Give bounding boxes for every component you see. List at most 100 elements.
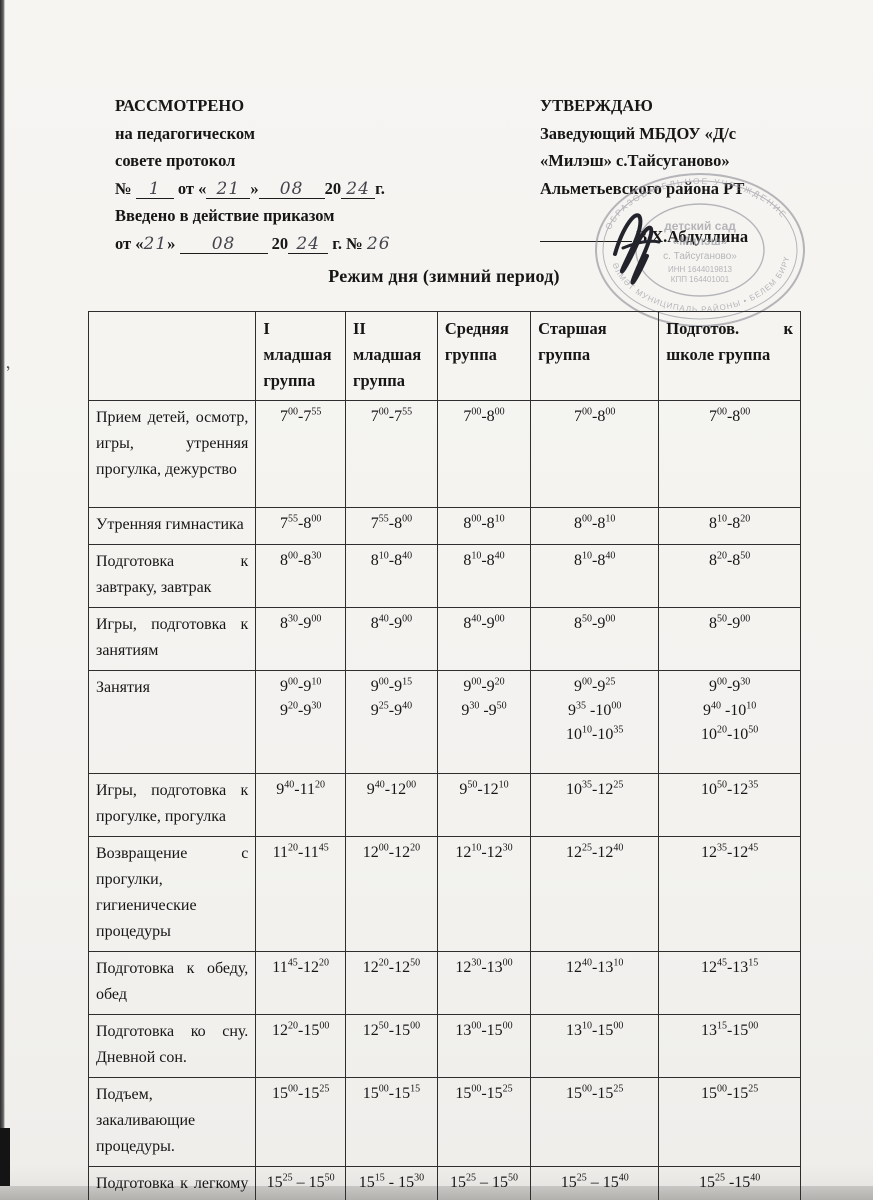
stamp-inn: ИНН 1644019813 [668, 265, 733, 274]
activity-cell: Подъем, закаливающие процедуры. [87, 1077, 257, 1167]
time-cell: 1245-1315 [658, 951, 801, 1015]
time-cell: 700-800 [658, 400, 801, 508]
signature-blank [540, 241, 632, 242]
activity-cell: Подготовка к завтраку, завтрак [87, 544, 257, 608]
approved-title: УТВЕРЖДАЮ [540, 96, 653, 115]
time-cell: 1300-1500 [436, 1014, 532, 1078]
time-cell: 940-1200 [345, 773, 438, 837]
order-line: от «21» 08 20 24 г. № 26 [115, 230, 475, 259]
order-no-label: № [346, 233, 363, 253]
time-cell: 1525 – 1540 [530, 1166, 660, 1200]
protocol-year-blank: 24 [341, 178, 376, 199]
order-from-label: от [115, 233, 132, 253]
time-cell: 755-800 [345, 507, 438, 545]
reviewed-line2: на педагогическом [115, 123, 256, 143]
signature-scribble [613, 213, 661, 285]
order-month-blank: 08 [179, 233, 268, 254]
protocol-month-value: 08 [279, 178, 304, 199]
time-cell: 800-810 [436, 507, 532, 545]
time-cell: 1525 – 1550 [255, 1166, 347, 1200]
protocol-no-value: 1 [148, 178, 161, 199]
scan-stray-mark: ’ [3, 361, 14, 383]
reviewed-line3: совете протокол [115, 151, 236, 170]
time-cell: 700-755 [255, 400, 347, 508]
table-row: Игры, подготовка к занятиям 830-900 840-90… [87, 607, 801, 671]
order-month-value: 08 [211, 233, 236, 254]
order-century: 20 [271, 233, 289, 253]
time-cell: 800-830 [255, 544, 347, 608]
activity-cell: Подготовка к легкому ужину, легкий ужин. [87, 1166, 257, 1200]
time-cell: 900-930 940 -1010 1020-1050 [658, 670, 801, 774]
activity-cell: Игры, подготовка к занятиям [87, 607, 257, 671]
time-cell: 900-920 930 -950 [436, 670, 532, 774]
time-cell: 1200-1220 [345, 836, 438, 952]
order-g-label: г. [332, 233, 343, 253]
time-cell: 700-800 [436, 400, 532, 508]
document-title: Режим дня (зимний период) [328, 266, 560, 286]
header-cell-group: Старшая группа [530, 311, 660, 401]
order-no-value: 26 [366, 233, 391, 254]
approved-line4: Альметьевского района РТ [540, 178, 745, 198]
stamp-center-line2: «Милэш» [673, 234, 728, 248]
table-row: Подъем, закаливающие процедуры. 1500-1525… [87, 1077, 801, 1167]
protocol-year-suffix: г. [375, 178, 385, 198]
time-cell: 1050-1235 [658, 773, 801, 837]
approved-line3: «Милэш» с.Тайсуганово» [540, 151, 730, 170]
table-row: Прием детей, осмотр, игры, утренняя прог… [87, 400, 801, 508]
time-cell: 810-840 [436, 544, 532, 608]
time-cell: 830-900 [255, 607, 347, 671]
time-cell: 810-840 [530, 544, 660, 608]
time-cell: 900-915 925-940 [345, 670, 438, 774]
protocol-year-value: 24 [346, 178, 370, 199]
time-cell: 1240-1310 [530, 951, 660, 1015]
time-cell: 1120-1145 [255, 836, 347, 952]
header-cell-group: I младшая группа [255, 311, 347, 401]
time-cell: 900-910 920-930 [255, 670, 347, 774]
time-cell: 810-840 [345, 544, 438, 608]
time-cell: 810-820 [658, 507, 801, 545]
header-cell-group: Средняя группа [436, 311, 532, 401]
order-year-value: 24 [296, 233, 320, 254]
quote-close: » [250, 178, 259, 198]
order-year-blank: 24 [288, 233, 329, 254]
schedule-table-wrap: I младшая группа II младшая группа Средняя… [87, 311, 801, 1200]
protocol-no-label: № [115, 178, 132, 198]
reviewed-block: РАССМОТРЕНО на педагогическом совете про… [115, 92, 475, 258]
protocol-day-blank: 21 [206, 180, 251, 199]
activity-cell: Занятия [87, 670, 257, 774]
table-header-row: I младшая группа II младшая группа Средняя… [87, 311, 801, 401]
time-cell: 1500-1515 [345, 1077, 438, 1167]
table-row: Подготовка ко сну. Дневной сон. 1220-1500… [87, 1014, 801, 1078]
protocol-line: № 1 от « 21 » 08 20 24 г. [115, 175, 475, 203]
scan-edge-left [0, 0, 5, 1200]
time-cell: 1315-1500 [658, 1014, 801, 1078]
time-cell: 840-900 [345, 607, 438, 671]
schedule-table: I младшая группа II младшая группа Средняя… [87, 311, 801, 1200]
time-cell: 700-800 [530, 400, 660, 508]
header-cell-group: II младшая группа [345, 311, 438, 401]
time-cell: 1515 - 1530 [345, 1166, 438, 1200]
time-cell: 1235-1245 [658, 836, 801, 952]
table-row: Возвращение с прогулки, гигиенические пр… [87, 836, 801, 952]
reviewed-title: РАССМОТРЕНО [115, 96, 245, 115]
time-cell: 1525 -1540 [658, 1166, 801, 1200]
activity-cell: Возвращение с прогулки, гигиенические пр… [87, 836, 257, 952]
time-cell: 820-850 [658, 544, 801, 608]
activity-cell: Подготовка к обеду, обед [87, 951, 257, 1015]
time-cell: 950-1210 [436, 773, 532, 837]
time-cell: 700-755 [345, 400, 438, 508]
time-cell: 1230-1300 [436, 951, 532, 1015]
table-row: Утренняя гимнастика 755-800 755-800 800-810… [87, 507, 801, 545]
time-cell: 1035-1225 [530, 773, 660, 837]
table-row: Подготовка к легкому ужину, легкий ужин.… [87, 1166, 801, 1200]
header-cell-group: Подготов. к школе группа [658, 311, 801, 401]
enacted-line: Введено в действие приказом [115, 206, 335, 225]
stamp-center-line1: детский сад [664, 219, 736, 233]
time-cell: 1225-1240 [530, 836, 660, 952]
signature-name: В.Х.Абдуллина [636, 227, 749, 246]
time-cell: 1500-1525 [255, 1077, 347, 1167]
time-cell: 800-810 [530, 507, 660, 545]
table-row: Занятия 900-910 920-930 900-915 925-940 900-9… [87, 670, 801, 774]
order-day-value: 21 [143, 233, 168, 254]
